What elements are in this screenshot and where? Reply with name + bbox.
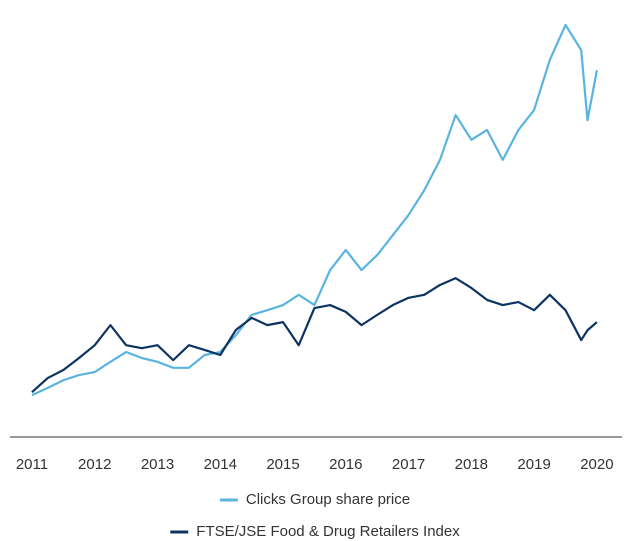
legend-label: FTSE/JSE Food & Drug Retailers Index [196, 523, 460, 540]
x-tick-label: 2017 [392, 456, 425, 473]
x-tick-label: 2014 [204, 456, 237, 473]
series-line [31, 277, 598, 393]
x-tick-label: 2019 [517, 456, 550, 473]
x-tick-label: 2016 [329, 456, 362, 473]
x-tick-label: 2015 [266, 456, 299, 473]
x-tick-label: 2012 [78, 456, 111, 473]
x-tick-label: 2013 [141, 456, 174, 473]
x-tick-label: 2018 [455, 456, 488, 473]
x-tick-label: 2011 [16, 456, 48, 473]
x-tick-label: 2020 [580, 456, 613, 473]
legend-label: Clicks Group share price [246, 491, 410, 508]
series-line [31, 23, 598, 397]
